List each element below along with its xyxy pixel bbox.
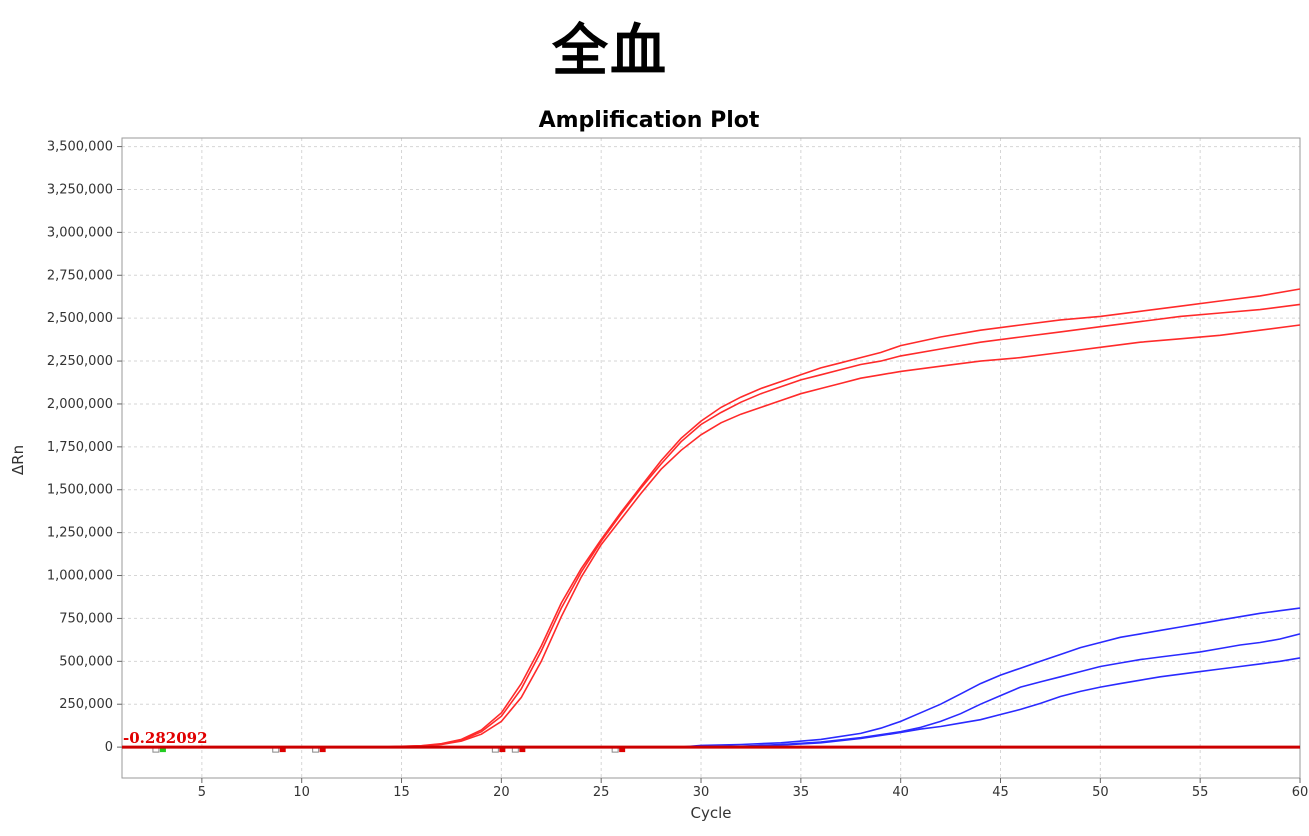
y-tick-label: 2,000,000 <box>47 397 113 412</box>
series-line-5[interactable] <box>122 633 1301 748</box>
page-title: 全血 <box>552 19 668 84</box>
series-line-2[interactable] <box>122 303 1301 748</box>
series-line-1[interactable] <box>122 288 1301 748</box>
y-tick-label: 2,750,000 <box>47 268 113 283</box>
x-tick-label: 5 <box>198 785 206 800</box>
y-tick-label: 1,000,000 <box>47 569 113 584</box>
y-tick-label: 3,000,000 <box>47 225 113 240</box>
threshold-label: -0.282092 <box>123 729 208 747</box>
x-tick-label: 15 <box>393 785 410 800</box>
x-tick-label: 20 <box>493 785 510 800</box>
baseline-end-marker[interactable] <box>279 747 286 753</box>
x-tick-label: 35 <box>793 785 810 800</box>
x-tick-label: 25 <box>593 785 610 800</box>
series-lines <box>122 288 1301 748</box>
y-axis-label: ΔRn <box>9 445 27 475</box>
y-axis-ticks: 0 250,000 500,000 750,000 1,000,000 1,250,000… <box>47 140 122 755</box>
chart-title: Amplification Plot <box>539 108 760 133</box>
x-tick-label: 45 <box>992 785 1009 800</box>
baseline-end-marker[interactable] <box>519 747 526 753</box>
series-line-4[interactable] <box>122 607 1301 748</box>
y-tick-label: 500,000 <box>59 654 113 669</box>
x-tick-label: 30 <box>693 785 710 800</box>
x-tick-label: 10 <box>293 785 310 800</box>
x-tick-label: 40 <box>892 785 909 800</box>
series-line-3[interactable] <box>122 324 1301 748</box>
y-tick-label: 750,000 <box>59 611 113 626</box>
x-tick-label: 50 <box>1092 785 1109 800</box>
grid-lines <box>122 138 1301 778</box>
y-tick-label: 2,250,000 <box>47 354 113 369</box>
baseline-end-marker[interactable] <box>319 747 326 753</box>
y-tick-label: 1,750,000 <box>47 440 113 455</box>
y-tick-label: 3,500,000 <box>47 140 113 155</box>
series-line-6[interactable] <box>122 657 1301 748</box>
y-tick-label: 3,250,000 <box>47 182 113 197</box>
baseline-end-marker[interactable] <box>159 747 166 753</box>
baseline-end-marker[interactable] <box>499 747 506 753</box>
x-axis-ticks: 5 10 15 20 25 30 35 40 45 50 55 60 <box>198 778 1309 800</box>
y-tick-label: 1,500,000 <box>47 483 113 498</box>
plot-area-frame <box>121 137 1301 779</box>
baseline-markers <box>152 746 626 753</box>
y-tick-label: 250,000 <box>59 697 113 712</box>
y-tick-label: 1,250,000 <box>47 526 113 541</box>
x-tick-label: 60 <box>1292 785 1309 800</box>
x-tick-label: 55 <box>1192 785 1209 800</box>
x-axis-label: Cycle <box>691 804 732 822</box>
y-tick-label: 0 <box>105 740 113 755</box>
y-tick-label: 2,500,000 <box>47 311 113 326</box>
baseline-end-marker[interactable] <box>619 747 626 753</box>
